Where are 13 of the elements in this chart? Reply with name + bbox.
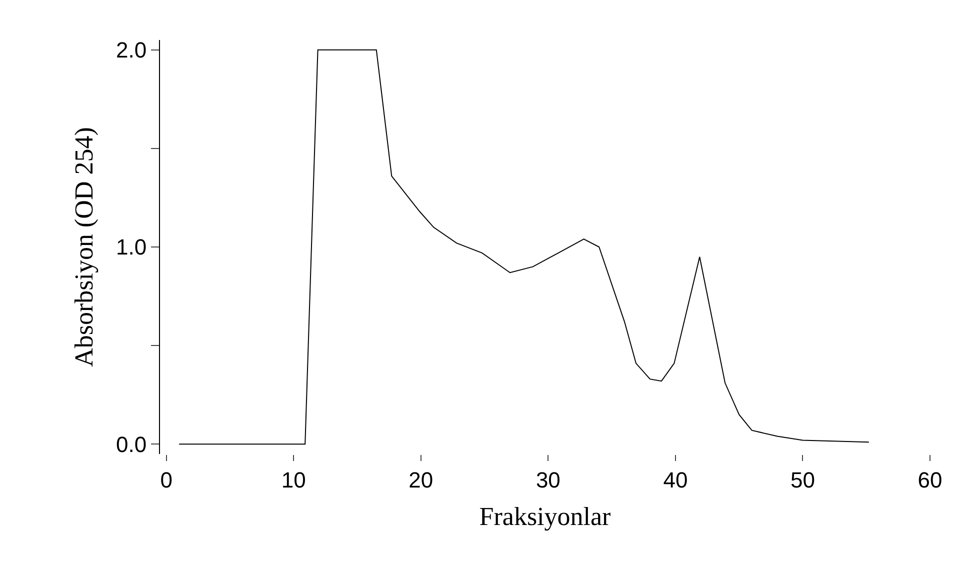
x-tick-label: 40: [663, 467, 688, 492]
y-tick-label: 1.0: [116, 234, 147, 260]
y-tick-label: 0.0: [116, 432, 147, 457]
x-tick-label: 10: [281, 467, 306, 492]
x-axis-title: Fraksiyonlar: [479, 502, 612, 532]
x-tick-label: 0: [160, 467, 172, 492]
x-tick-label: 60: [918, 467, 942, 492]
line-series: [178, 49, 870, 445]
x-tick-label: 20: [408, 467, 434, 492]
x-tick-label: 50: [790, 467, 815, 492]
y-tick-label: 2.0: [116, 38, 147, 63]
x-tick-label: 30: [536, 467, 560, 492]
y-axis-title: Absorbsiyon (OD 254): [69, 127, 98, 367]
